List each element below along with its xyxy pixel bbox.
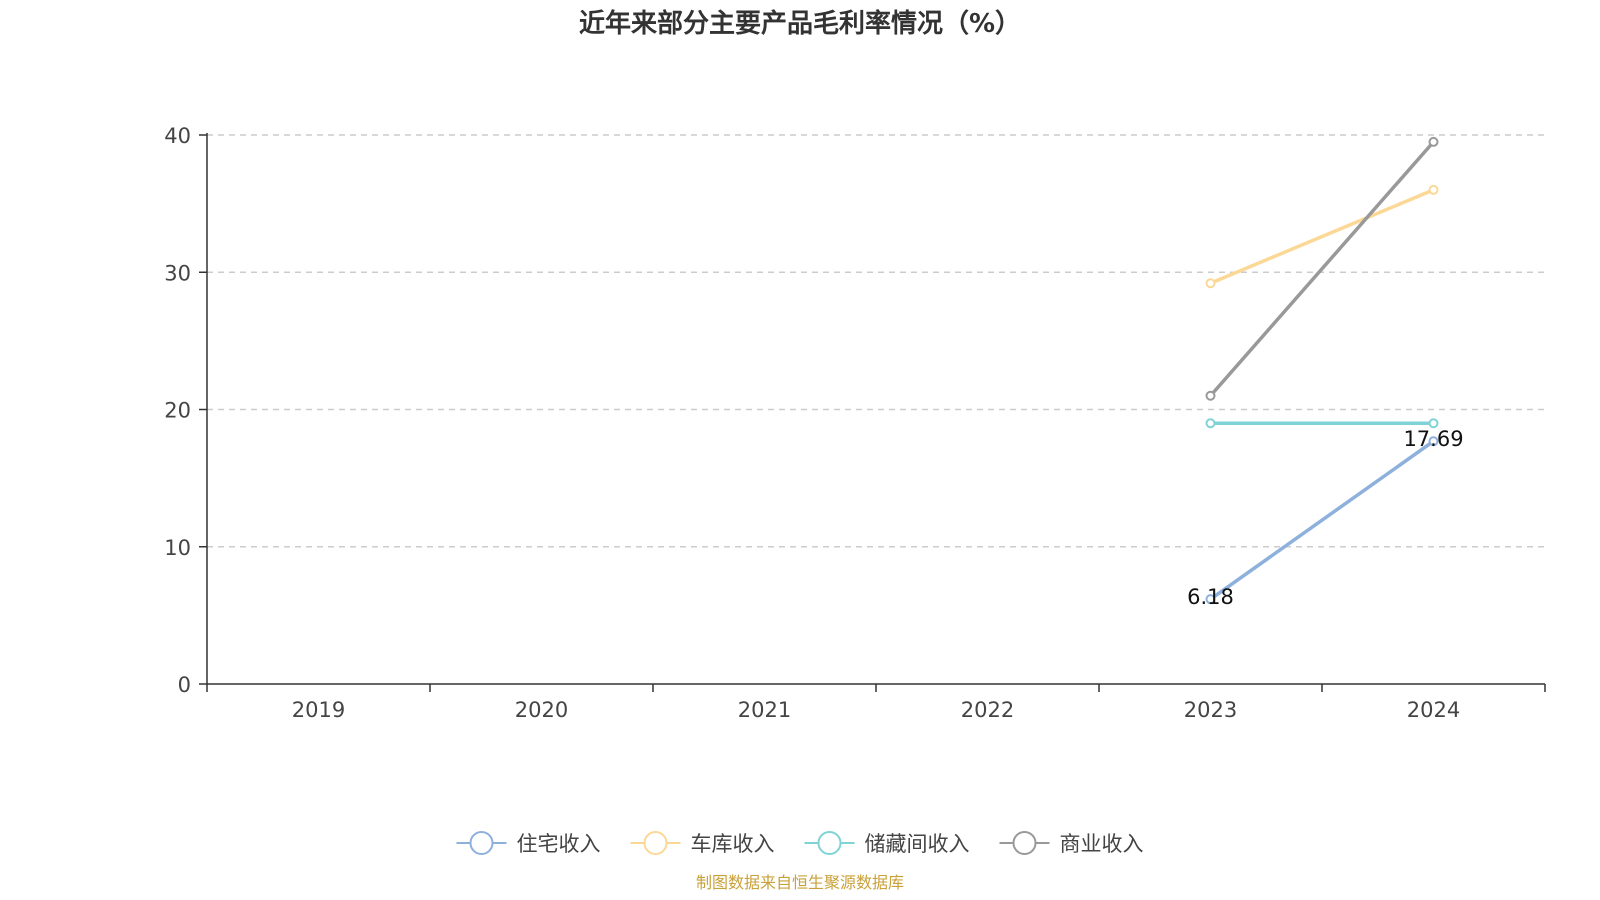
data-point [1205,278,1216,289]
series-line-4 [1208,140,1436,398]
series-line-2 [1208,188,1436,285]
legend-item[interactable]: 车库收入 [630,831,775,856]
x-tick-label: 2019 [292,698,345,722]
legend-label: 车库收入 [691,832,775,856]
data-point [1428,418,1439,429]
legend-item[interactable]: 住宅收入 [456,831,601,856]
y-tick-label: 40 [164,124,191,148]
legend-label: 商业收入 [1060,832,1144,856]
y-tick-label: 20 [164,399,191,423]
y-tick-label: 0 [178,673,191,697]
legend: 住宅收入 车库收入 储藏间收入 商业收入 [456,831,1144,856]
data-point [1428,136,1439,147]
legend-marker [817,831,842,855]
axis-layer: 0 10 20 30 40 2019 2020 2021 2022 2023 2024 [164,124,1546,722]
legend-marker [643,831,668,855]
grid-layer [207,134,1545,548]
legend-label: 储藏间收入 [865,832,970,856]
data-point [1428,184,1439,195]
x-tick-label: 2023 [1184,698,1237,722]
legend-item[interactable]: 商业收入 [999,831,1144,856]
data-point [1205,594,1216,605]
legend-marker [469,831,494,855]
x-tick-label: 2024 [1407,698,1460,722]
data-point [1205,390,1216,401]
series-line-1 [1208,439,1436,601]
data-point [1205,418,1216,429]
x-tick-label: 2022 [961,698,1014,722]
x-tick-label: 2021 [738,698,791,722]
data-label-layer: 6.18 17.69 [1187,427,1463,609]
legend-label: 住宅收入 [517,832,601,856]
data-label: 6.18 [1187,585,1234,609]
chart-title: 近年来部分主要产品毛利率情况（%） [579,8,1021,39]
data-point [1428,436,1439,447]
series-layer [1205,136,1439,605]
data-label: 17.69 [1403,427,1463,451]
legend-marker [1012,831,1037,855]
x-tick-label: 2020 [515,698,568,722]
legend-item[interactable]: 储藏间收入 [804,831,970,856]
y-tick-label: 10 [164,536,191,560]
y-tick-label: 30 [164,261,191,285]
source-note: 制图数据来自恒生聚源数据库 [696,873,904,892]
